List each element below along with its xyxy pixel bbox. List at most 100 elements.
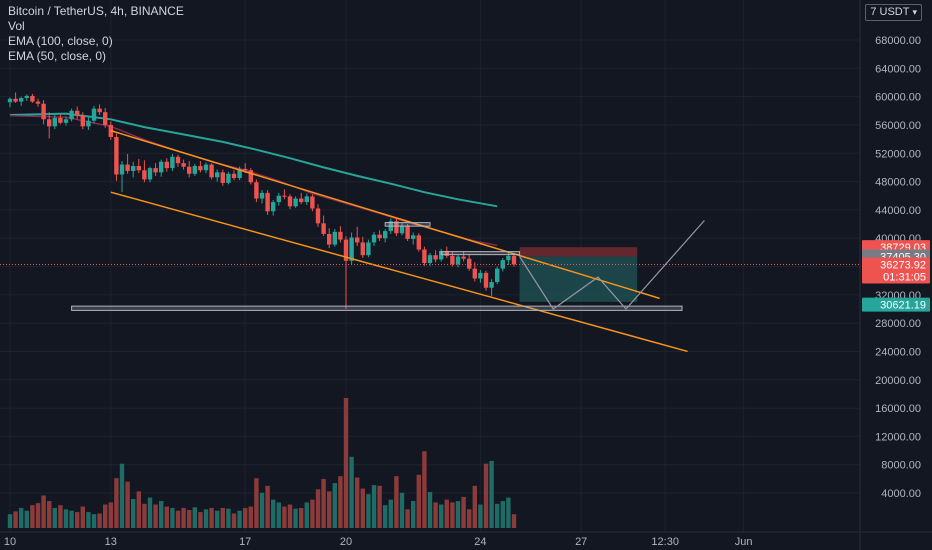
volume-bar [299,507,304,528]
volume-bar [394,476,399,528]
candle-body [13,98,18,102]
candle-body [226,173,231,183]
legend-ema-50[interactable]: EMA (50, close, 0) [8,49,107,63]
candle-body [304,196,309,203]
support-zone-box[interactable] [71,305,683,311]
volume-bar [243,507,248,528]
volume-bar [237,510,242,528]
candle-body [461,256,466,259]
x-tick-label: 13 [105,536,117,548]
y-tick-label: 48000.00 [875,177,921,189]
y-tick-label: 8000.00 [881,460,921,472]
candle-body [338,231,343,240]
volume-bar [282,506,287,528]
candle-body [215,172,220,178]
volume-bar [383,505,388,528]
candle-body [131,165,136,171]
candle-body [86,120,91,127]
stop-zone[interactable] [519,247,638,257]
legend-ema-100[interactable]: EMA (100, close, 0) [8,34,113,48]
candle-body [7,98,13,103]
candle-body [411,235,416,239]
volume-bar [271,499,276,528]
candle-body [80,115,85,127]
volume-bar [24,510,29,528]
candle-body [103,112,108,125]
volume-bar [58,505,63,528]
ema-100-line[interactable] [9,112,498,208]
candle-body [259,192,265,199]
volume-bar [75,512,80,528]
volume-bar [187,510,192,528]
volume-bar [405,509,410,528]
candle-body [164,161,169,169]
x-tick-label: 10 [4,536,16,548]
volume-bar [338,476,343,528]
candle-body [394,221,399,234]
volume-bar [444,499,449,528]
price-label: 36273.92 [880,260,926,272]
candle-body [444,250,449,256]
candle-body [159,161,164,173]
y-tick-label: 64000.00 [875,63,921,75]
candle-body [511,255,517,265]
volume-bar [30,505,35,528]
candle-body [416,235,421,250]
volume-bar [63,509,69,528]
candle-body [405,225,410,239]
candle-body [506,255,511,261]
volume-bar [69,510,74,528]
volume-bar [119,463,125,528]
x-tick-label: Jun [735,536,753,548]
candle-body [399,225,405,234]
volume-bar [52,507,57,528]
volume-bar [293,508,298,528]
candle-body [276,195,281,203]
channel-upper-trendline[interactable] [110,129,660,300]
resistance-zone-box-2[interactable] [440,251,521,256]
x-tick-label: 17 [239,536,251,548]
volume-bar [47,501,52,528]
candle-body [282,195,287,197]
volume-bar [91,514,97,528]
volume-bar [142,503,147,528]
volume-bar [86,512,91,528]
volume-bar [343,398,349,528]
resistance-zone-box-1[interactable] [384,222,431,227]
candle-body [114,136,119,175]
candle-body [299,198,304,203]
candle-body [439,250,444,260]
volume-bar [455,501,461,528]
volume-bar [19,507,24,528]
candle-body [287,196,293,207]
volume-bar [411,501,416,528]
candle-body [52,117,57,127]
volume-bar [153,504,158,528]
volume-bar [377,485,382,528]
candle-body [19,98,24,102]
candle-body [192,165,197,174]
volume-bar [164,506,169,528]
volume-bar [181,507,186,528]
candle-body [332,231,337,245]
target-zone[interactable] [519,256,638,302]
volume-bar [203,509,209,528]
currency-selector[interactable]: 7 USDT ▾ [865,4,922,21]
candle-body [153,168,158,173]
projection-path[interactable] [519,220,705,310]
legend-symbol[interactable]: Bitcoin / TetherUS, 4h, BINANCE [8,4,184,18]
candle-body [35,101,41,104]
candle-body [47,119,52,127]
candle-body [181,163,186,167]
volume-bar [265,485,270,528]
volume-bar [461,496,466,528]
volume-bar [13,511,18,528]
legend-volume[interactable]: Vol [8,19,25,33]
channel-lower-trendline[interactable] [110,191,688,353]
volume-bar [315,489,321,528]
volume-bar [472,485,477,528]
volume-bar [287,504,293,528]
candle-body [24,95,29,99]
